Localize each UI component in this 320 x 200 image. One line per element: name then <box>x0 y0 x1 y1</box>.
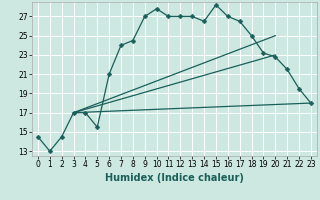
X-axis label: Humidex (Indice chaleur): Humidex (Indice chaleur) <box>105 173 244 183</box>
